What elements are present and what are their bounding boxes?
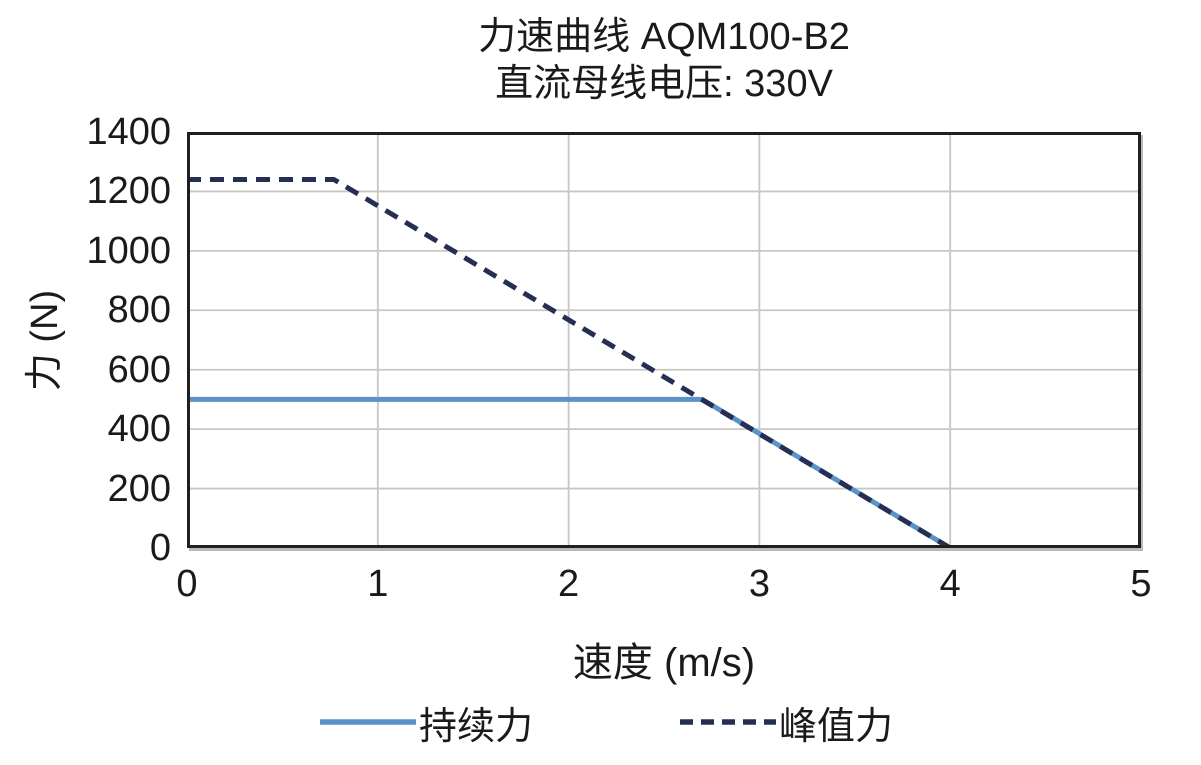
chart-title-block: 力速曲线 AQM100-B2 直流母线电压: 330V: [187, 14, 1141, 108]
chart-title: 力速曲线 AQM100-B2: [478, 16, 850, 58]
x-tick-label: 5: [1130, 563, 1152, 605]
y-tick-label: 1400: [86, 111, 171, 153]
series-line-1-peak-force: [187, 177, 952, 548]
x-tick-label: 3: [748, 563, 770, 605]
legend-item-1: 峰值力: [680, 696, 893, 748]
y-tick-label: 600: [107, 348, 171, 391]
x-tick-label: 1: [367, 563, 389, 605]
x-tick-label: 0: [176, 563, 198, 605]
plot-frame: [187, 132, 1141, 548]
y-tick-label: 0: [149, 527, 171, 569]
x-axis-title: 速度 (m/s): [572, 641, 756, 685]
legend-label: 持续力: [419, 705, 534, 748]
y-tick-label: 1200: [86, 170, 171, 213]
solid-line-swatch-icon: [320, 719, 416, 725]
plot-area: [187, 132, 1141, 548]
y-tick-label: 400: [107, 408, 171, 451]
y-tick-label: 200: [107, 467, 171, 510]
y-tick-label: 800: [107, 289, 171, 332]
chart-subtitle: 直流母线电压: 330V: [495, 63, 833, 105]
legend-label: 峰值力: [779, 705, 894, 748]
x-tick-label: 2: [558, 563, 580, 605]
y-tick-label: 1000: [86, 229, 171, 272]
legend-item-0: 持续力: [320, 696, 533, 748]
legend: 持续力 峰值力: [0, 696, 1201, 748]
dashed-line-swatch-icon: [680, 719, 776, 725]
x-tick-label: 4: [939, 563, 961, 605]
